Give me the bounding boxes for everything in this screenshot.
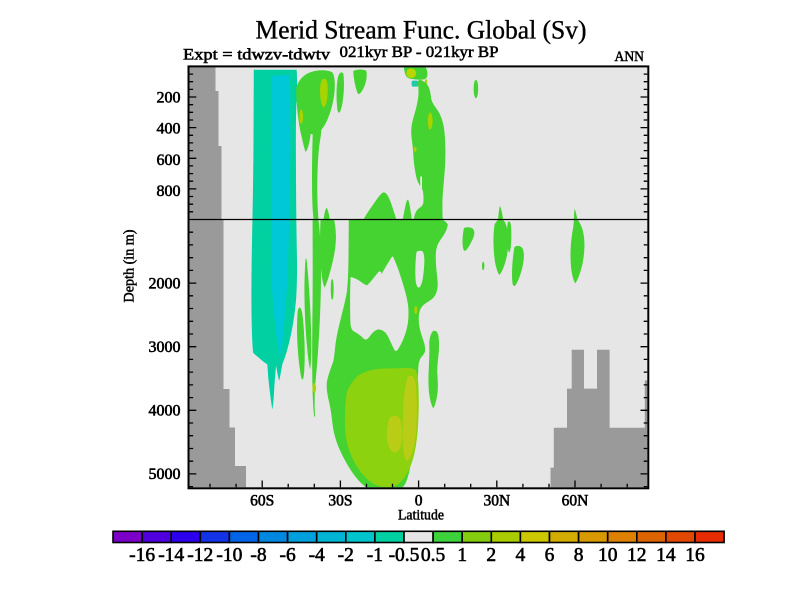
svg-text:60N: 60N	[562, 493, 589, 510]
svg-text:12: 12	[627, 545, 647, 566]
svg-text:-1: -1	[367, 545, 383, 566]
svg-text:-2: -2	[338, 545, 354, 566]
svg-text:10: 10	[598, 545, 618, 566]
svg-text:1: 1	[457, 545, 467, 566]
svg-text:200: 200	[157, 90, 181, 107]
svg-text:Latitude: Latitude	[398, 508, 444, 524]
svg-text:-6: -6	[279, 545, 295, 566]
svg-text:-0.5: -0.5	[389, 545, 420, 566]
svg-text:3000: 3000	[149, 339, 181, 356]
svg-text:0: 0	[415, 493, 423, 510]
svg-text:600: 600	[157, 152, 181, 169]
svg-text:6: 6	[545, 545, 555, 566]
svg-text:-12: -12	[187, 545, 213, 566]
svg-text:-4: -4	[309, 545, 325, 566]
svg-text:400: 400	[157, 121, 181, 138]
svg-text:8: 8	[574, 545, 584, 566]
svg-text:2000: 2000	[149, 275, 181, 292]
svg-text:4: 4	[516, 545, 526, 566]
svg-text:ANN: ANN	[615, 49, 645, 65]
svg-text:30S: 30S	[328, 493, 352, 510]
svg-text:800: 800	[157, 183, 181, 200]
svg-text:Merid Stream Func. Global (Sv): Merid Stream Func. Global (Sv)	[256, 16, 587, 45]
svg-text:60S: 60S	[250, 493, 274, 510]
svg-text:021kyr BP - 021kyr BP: 021kyr BP - 021kyr BP	[340, 44, 499, 61]
svg-text:-8: -8	[250, 545, 266, 566]
svg-text:Expt = tdwzv-tdwtv: Expt = tdwzv-tdwtv	[183, 47, 330, 64]
svg-text:14: 14	[656, 545, 676, 566]
svg-text:-14: -14	[158, 545, 184, 566]
svg-text:16: 16	[685, 545, 705, 566]
svg-text:2: 2	[486, 545, 496, 566]
svg-text:0.5: 0.5	[421, 545, 445, 566]
svg-text:30N: 30N	[483, 493, 510, 510]
svg-text:-10: -10	[216, 545, 242, 566]
svg-text:4000: 4000	[149, 403, 181, 420]
svg-text:5000: 5000	[149, 466, 181, 483]
svg-text:Depth (in m): Depth (in m)	[122, 229, 138, 302]
svg-text:-16: -16	[129, 545, 155, 566]
